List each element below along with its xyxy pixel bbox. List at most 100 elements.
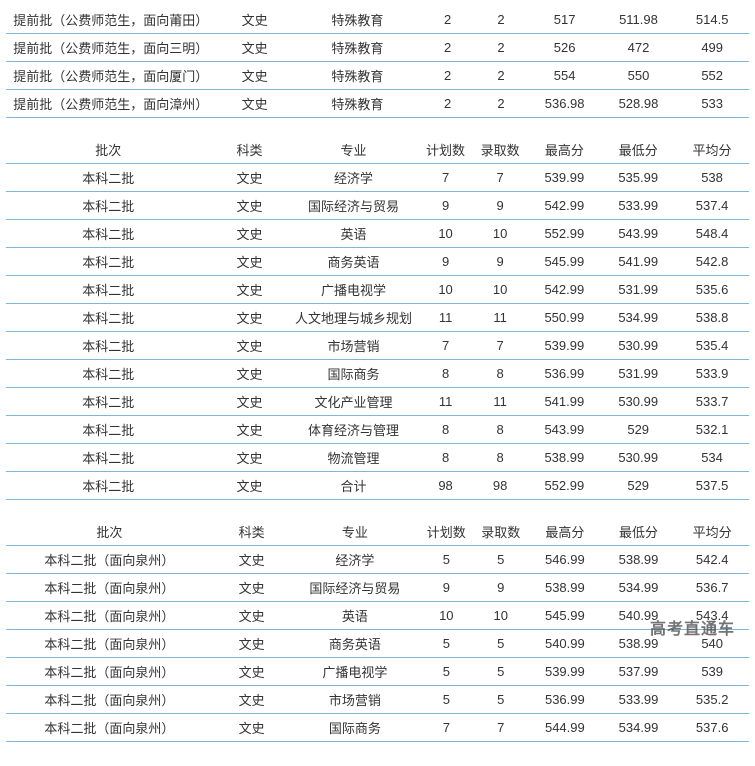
table-cell: 538.99 (528, 574, 602, 602)
table-cell: 5 (419, 630, 473, 658)
table-cell: 542.99 (527, 276, 601, 304)
table-cell: 国际商务 (291, 714, 419, 742)
table-cell: 本科二批 (6, 388, 210, 416)
table-row: 本科二批（面向泉州）文史英语1010545.99540.99543.4 (6, 602, 749, 630)
table-cell: 7 (474, 714, 528, 742)
table-cell: 536.99 (528, 686, 602, 714)
table-cell: 7 (473, 332, 528, 360)
table-cell: 文史 (213, 630, 291, 658)
table-cell: 542.8 (675, 248, 749, 276)
table-cell: 10 (419, 602, 473, 630)
table-cell: 535.99 (601, 164, 675, 192)
table-header-cell: 计划数 (418, 136, 473, 164)
table-cell: 国际商务 (289, 360, 419, 388)
table-cell: 本科二批（面向泉州） (6, 630, 213, 658)
table-cell: 530.99 (601, 388, 675, 416)
table-cell: 540.99 (602, 602, 676, 630)
data-table: 提前批（公费师范生，面向莆田）文史特殊教育22517511.98514.5提前批… (6, 6, 749, 118)
table-cell: 552.99 (527, 472, 601, 500)
table-cell: 文史 (213, 686, 291, 714)
table-cell: 10 (474, 602, 528, 630)
table-cell: 11 (473, 304, 528, 332)
table-cell: 本科二批 (6, 220, 210, 248)
table-header-cell: 科类 (210, 136, 288, 164)
data-table: 批次科类专业计划数录取数最高分最低分平均分本科二批文史经济学77539.9953… (6, 136, 749, 500)
table-cell: 英语 (289, 220, 419, 248)
table-cell: 538 (675, 164, 749, 192)
table-row: 本科二批文史文化产业管理1111541.99530.99533.7 (6, 388, 749, 416)
tables-container: 提前批（公费师范生，面向莆田）文史特殊教育22517511.98514.5提前批… (6, 6, 749, 742)
table-cell: 531.99 (601, 360, 675, 388)
table-header-row: 批次科类专业计划数录取数最高分最低分平均分 (6, 136, 749, 164)
table-cell: 9 (418, 248, 473, 276)
table-cell: 534.99 (602, 714, 676, 742)
table-cell: 8 (418, 416, 473, 444)
table-cell: 5 (474, 686, 528, 714)
table-row: 提前批（公费师范生，面向漳州）文史特殊教育22536.98528.98533 (6, 90, 749, 118)
table-cell: 5 (419, 546, 473, 574)
table-cell: 文史 (210, 164, 288, 192)
table-cell: 533 (675, 90, 749, 118)
table-cell: 2 (474, 6, 527, 34)
table-cell: 本科二批 (6, 360, 210, 388)
table-cell: 534 (675, 444, 749, 472)
table-cell: 提前批（公费师范生，面向三明） (6, 34, 216, 62)
table-cell: 文史 (210, 388, 288, 416)
table-cell: 529 (601, 472, 675, 500)
table-cell: 530.99 (601, 332, 675, 360)
table-cell: 533.99 (601, 192, 675, 220)
table-cell: 国际经济与贸易 (289, 192, 419, 220)
table-cell: 98 (473, 472, 528, 500)
table-cell: 2 (474, 34, 527, 62)
table-cell: 文史 (210, 192, 288, 220)
table-cell: 517 (528, 6, 602, 34)
table-cell: 5 (474, 658, 528, 686)
table-row: 提前批（公费师范生，面向厦门）文史特殊教育22554550552 (6, 62, 749, 90)
table-row: 本科二批文史商务英语99545.99541.99542.8 (6, 248, 749, 276)
table-header-cell: 计划数 (419, 518, 473, 546)
table-cell: 10 (473, 220, 528, 248)
table-row: 提前批（公费师范生，面向三明）文史特殊教育22526472499 (6, 34, 749, 62)
table-cell: 536.7 (675, 574, 749, 602)
table-cell: 542.99 (527, 192, 601, 220)
table-cell: 552 (675, 62, 749, 90)
table-header-cell: 专业 (291, 518, 419, 546)
table-cell: 536.98 (528, 90, 602, 118)
table-cell: 文史 (213, 602, 291, 630)
table-cell: 本科二批 (6, 248, 210, 276)
table-row: 本科二批文史合计9898552.99529537.5 (6, 472, 749, 500)
table-cell: 514.5 (675, 6, 749, 34)
table-cell: 499 (675, 34, 749, 62)
table-cell: 10 (418, 220, 473, 248)
table-cell: 540.99 (528, 630, 602, 658)
table-header-cell: 批次 (6, 136, 210, 164)
table-header-cell: 最低分 (602, 518, 676, 546)
table-cell: 11 (418, 388, 473, 416)
table-cell: 特殊教育 (294, 90, 421, 118)
table-cell: 530.99 (601, 444, 675, 472)
table-cell: 本科二批 (6, 192, 210, 220)
table-cell: 本科二批 (6, 164, 210, 192)
table-cell: 7 (418, 164, 473, 192)
table-cell: 文史 (210, 276, 288, 304)
table-cell: 文史 (210, 304, 288, 332)
table-cell: 538.99 (602, 630, 676, 658)
table-cell: 9 (474, 574, 528, 602)
table-header-cell: 最高分 (528, 518, 602, 546)
table-cell: 554 (528, 62, 602, 90)
table-row: 本科二批文史广播电视学1010542.99531.99535.6 (6, 276, 749, 304)
table-cell: 538.99 (602, 546, 676, 574)
table-cell: 特殊教育 (294, 34, 421, 62)
table-cell: 539 (675, 658, 749, 686)
table-cell: 511.98 (602, 6, 676, 34)
table-row: 本科二批文史英语1010552.99543.99548.4 (6, 220, 749, 248)
table-cell: 10 (473, 276, 528, 304)
table-cell: 文史 (210, 248, 288, 276)
table-cell: 本科二批（面向泉州） (6, 546, 213, 574)
table-row: 本科二批文史体育经济与管理88543.99529532.1 (6, 416, 749, 444)
table-header-cell: 录取数 (473, 136, 528, 164)
table-cell: 540 (675, 630, 749, 658)
table-cell: 537.4 (675, 192, 749, 220)
table-cell: 542.4 (675, 546, 749, 574)
table-cell: 550 (602, 62, 676, 90)
